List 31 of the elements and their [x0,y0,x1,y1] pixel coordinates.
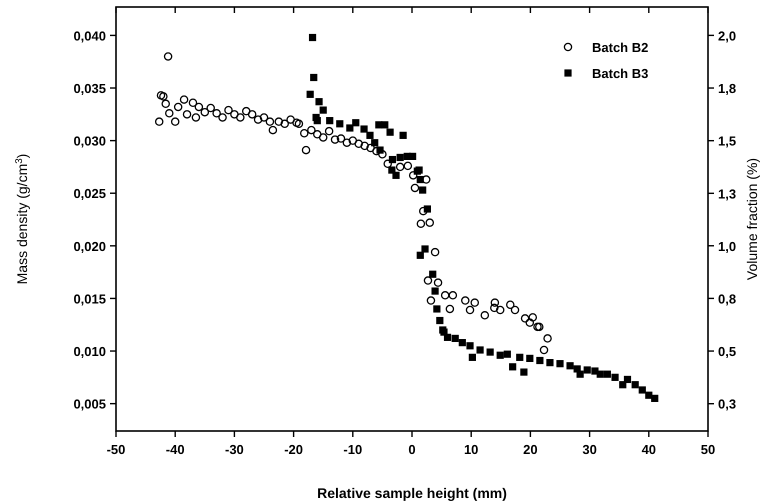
y-tick-label: 0,010 [73,344,106,360]
y2-tick-label: 1,8 [718,81,736,96]
y2-tick-label: 1,0 [718,238,736,254]
y2-tick-label: 1,5 [718,134,736,149]
x-tick-label: 30 [582,442,597,457]
legend-label: Batch B3 [592,66,648,81]
y-tick-label: 0,040 [73,28,106,44]
x-tick-label: -10 [343,442,362,457]
y2-tick-label: 0,8 [718,291,736,306]
y2-tick-label: 1,3 [718,186,736,202]
x-tick-label: 40 [642,442,656,457]
y-tick-label: 0,025 [73,186,106,202]
x-tick-label: -30 [225,442,244,457]
y2-tick-label: 0,3 [718,396,736,412]
x-tick-label: -20 [284,442,303,457]
x-tick-label: 10 [464,442,478,457]
y-tick-label: 0,035 [73,81,106,96]
y-tick-label: 0,030 [73,134,106,149]
x-tick-label: 50 [700,442,716,457]
y2-tick-label: 0,5 [718,344,736,360]
x-tick-label: 20 [523,442,538,457]
x-tick-label: -50 [106,442,126,457]
x-tick-label: -40 [166,442,185,457]
y-tick-label: 0,015 [73,291,106,306]
x-axis-title: Relative sample height (mm) [317,485,507,501]
legend-label: Batch B2 [592,40,648,55]
x-tick-label: 0 [408,442,416,457]
y-tick-label: 0,020 [73,238,106,254]
y2-tick-label: 2,0 [718,28,736,44]
y2-axis-title: Volume fraction (%) [744,158,760,280]
y-tick-label: 0,005 [73,396,106,412]
